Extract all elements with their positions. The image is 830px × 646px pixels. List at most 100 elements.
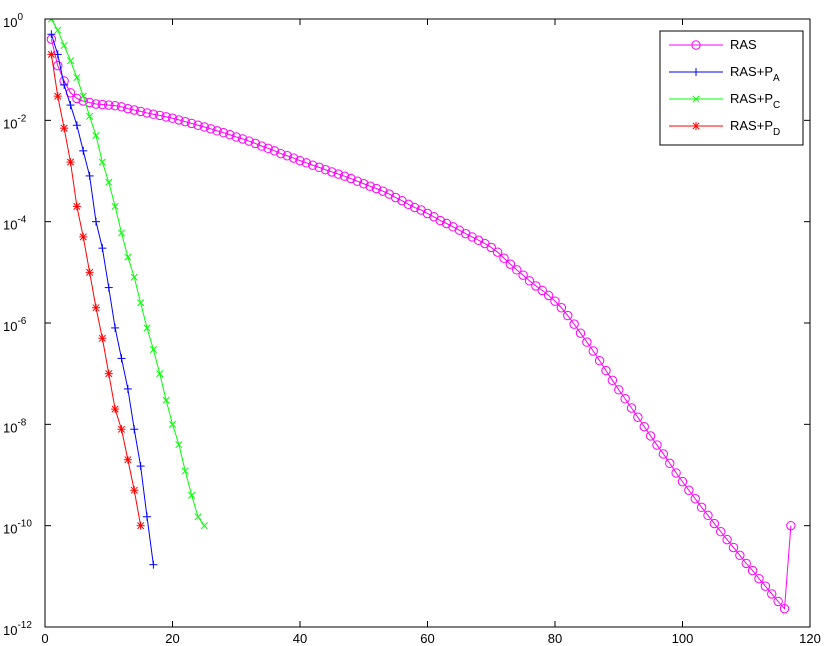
data-point <box>123 455 132 464</box>
data-point <box>308 160 318 170</box>
data-point <box>352 176 363 186</box>
data-point <box>614 385 624 395</box>
data-point <box>85 171 94 180</box>
data-point <box>563 310 573 321</box>
data-point <box>47 30 56 39</box>
legend-entry: RAS+PA <box>669 64 780 84</box>
data-point <box>410 202 420 213</box>
data-point <box>333 169 343 179</box>
legend-label: RAS+PD <box>730 118 780 138</box>
data-point <box>97 99 108 110</box>
x-tick-label: 20 <box>165 631 179 646</box>
data-point <box>155 110 165 121</box>
y-tick-label: 10-4 <box>3 215 27 233</box>
data-point <box>244 136 254 146</box>
data-point <box>175 440 183 449</box>
data-point <box>54 26 62 34</box>
data-point <box>620 394 630 404</box>
data-point <box>130 425 139 434</box>
data-point <box>98 158 106 166</box>
data-point <box>193 120 203 130</box>
data-point <box>60 124 69 133</box>
data-point <box>741 558 751 569</box>
data-point <box>588 346 598 356</box>
data-point <box>276 148 286 159</box>
data-point <box>130 273 138 281</box>
legend-label: RAS+PC <box>730 91 780 111</box>
data-point <box>677 476 688 487</box>
data-point <box>665 458 675 469</box>
data-point <box>92 303 100 312</box>
data-point <box>174 115 184 125</box>
data-point <box>250 138 261 149</box>
data-point <box>314 162 324 173</box>
data-point <box>148 109 159 119</box>
data-point <box>524 276 535 286</box>
data-point <box>161 112 171 122</box>
legend-entry: RAS+PD <box>669 118 780 138</box>
y-tick-label: 10-2 <box>3 113 27 131</box>
data-point <box>257 141 267 151</box>
data-point <box>200 522 208 530</box>
data-point <box>690 494 700 504</box>
legend-marker <box>692 95 700 103</box>
axes-layer: 0 20 40 60 80 100 120 100 10-2 10-4 10-6 10-8 10-10 1… <box>3 12 821 646</box>
legend-label: RAS+PA <box>730 64 780 84</box>
data-point <box>282 151 292 161</box>
data-point <box>652 440 662 450</box>
data-point <box>194 513 202 521</box>
data-point <box>626 403 637 413</box>
data-point <box>92 132 100 140</box>
series-ras-pd <box>47 50 145 530</box>
data-point <box>486 242 496 253</box>
data-point <box>188 491 196 499</box>
data-point <box>301 158 312 168</box>
data-point <box>575 328 586 338</box>
data-point <box>116 102 127 112</box>
data-point <box>492 247 503 257</box>
data-point <box>98 334 107 343</box>
data-point <box>117 229 126 237</box>
data-point <box>199 122 210 132</box>
data-point <box>518 270 528 280</box>
data-point <box>137 299 145 307</box>
data-point <box>181 467 189 475</box>
data-point <box>98 244 107 253</box>
data-point <box>129 105 139 115</box>
data-point <box>104 283 113 292</box>
data-point <box>149 345 157 354</box>
data-point <box>66 101 75 110</box>
data-point <box>327 167 337 177</box>
data-point <box>111 202 119 210</box>
data-point <box>72 202 81 211</box>
data-point <box>582 337 592 347</box>
data-point <box>320 165 331 175</box>
x-tick-label: 120 <box>799 631 821 646</box>
y-tick-label: 10-10 <box>3 519 32 537</box>
data-point <box>79 146 88 155</box>
data-point <box>499 253 509 263</box>
data-point <box>136 521 145 530</box>
data-point <box>378 186 388 196</box>
legend-marker <box>692 68 700 76</box>
data-point <box>143 512 151 521</box>
data-point <box>91 99 101 109</box>
data-point <box>85 268 94 277</box>
data-point <box>263 143 273 154</box>
data-point <box>594 356 605 366</box>
data-point <box>104 369 113 378</box>
y-tick-label: 10-8 <box>3 417 27 435</box>
data-point <box>73 73 81 82</box>
data-point <box>550 296 560 306</box>
data-point <box>696 502 707 513</box>
data-point <box>136 462 145 471</box>
data-point <box>684 485 694 495</box>
data-point <box>231 132 241 142</box>
data-point <box>180 116 190 127</box>
data-point <box>569 319 579 329</box>
legend-entry: RAS <box>669 37 757 52</box>
data-point <box>66 57 75 65</box>
data-point <box>60 41 68 50</box>
data-point <box>601 365 611 376</box>
